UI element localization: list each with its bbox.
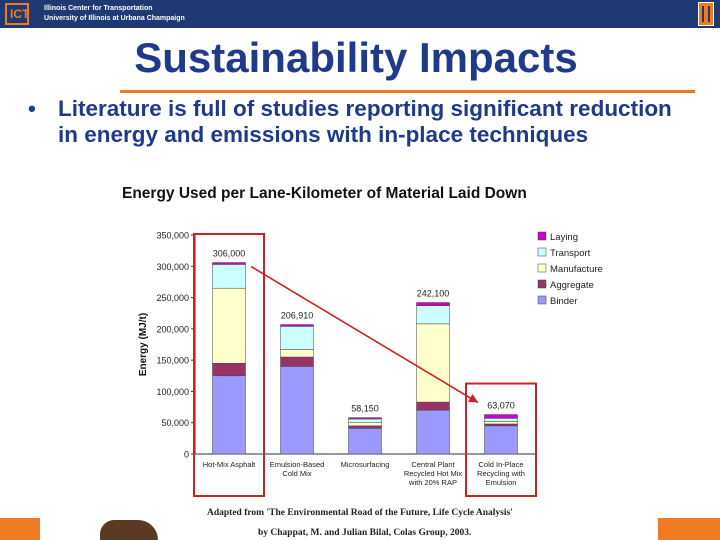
page-title: Sustainability Impacts [134,34,578,81]
bar-segment-transport [280,326,314,350]
org-name: Illinois Center for Transportation [44,5,153,12]
footer-bar-left [0,518,40,540]
ict-logo-text: ICT [10,7,30,21]
legend-swatch [537,247,547,257]
y-tick-label: 200,000 [156,324,189,334]
university-logo-icon [698,2,714,26]
source-line-1: Adapted from 'The Environmental Road of … [207,508,513,518]
ict-logo: ICT [5,3,29,25]
x-tick-label: with 20% RAP [408,478,457,487]
y-tick-label: 100,000 [156,387,189,397]
x-tick-label: Cold Mix [282,469,311,478]
legend-label: Manufacture [550,264,603,275]
legend-swatch [537,295,547,305]
legend-label: Transport [550,248,591,259]
legend-swatch [537,263,547,273]
source-line-2: by Chappat, M. and Julian Bilal, Colas G… [258,528,472,538]
y-tick-label: 250,000 [156,293,189,303]
title-divider [120,90,695,93]
legend-swatch [537,231,547,241]
x-tick-label: Recycling with [477,469,525,478]
bar-segment-laying [484,414,518,419]
bar-segment-manufacture [484,421,518,425]
bar-total-label: 206,910 [281,311,314,321]
highlight-box [465,382,537,497]
bar-segment-transport [484,418,518,422]
bar-total-label: 242,100 [417,289,450,299]
chart-title: Energy Used per Lane-Kilometer of Materi… [122,185,527,202]
footer-decoration [100,520,158,540]
bar-segment-binder [484,425,518,455]
bar-segment-manufacture [212,287,246,364]
bullet-marker: • [28,96,36,121]
y-tick-label: 350,000 [156,231,189,241]
x-tick-label: Central Plant [411,460,455,469]
x-tick-label: Cold In-Place [478,460,523,469]
y-tick-label: 0 [184,450,189,460]
bar-segment-transport [212,264,246,289]
bar-total-label: 63,070 [487,401,515,411]
bar-segment-aggregate [484,423,518,427]
bar-segment-binder [348,428,382,455]
bar-segment-transport [348,418,382,423]
bar-segment-aggregate [416,401,450,411]
bar-segment-binder [280,366,314,455]
y-tick-label: 150,000 [156,356,189,366]
bar-segment-aggregate [280,356,314,367]
x-tick-label: Emulsion [486,478,517,487]
x-tick-label: Hot-Mix Asphalt [203,460,256,469]
bar-segment-laying [416,302,450,306]
legend-label: Binder [550,296,577,307]
trend-arrow-line [250,265,479,404]
header-bar: ICT Illinois Center for Transportation U… [0,0,720,28]
bar-segment-transport [416,305,450,325]
x-tick-label: Recycled Hot Mix [404,469,463,478]
legend-swatch [537,279,547,289]
bar-total-label: 58,150 [351,404,379,414]
energy-chart: Energy Used per Lane-Kilometer of Materi… [122,185,603,497]
bar-segment-laying [348,417,382,420]
bar-segment-manufacture [280,349,314,358]
bar-segment-binder [416,409,450,455]
x-tick-label: Emulsion-Based [270,460,325,469]
bar-segment-laying [212,262,246,265]
bar-segment-manufacture [416,323,450,403]
footer-bar-right [658,518,720,540]
bar-segment-laying [280,324,314,327]
legend-label: Laying [550,232,578,243]
chart-plot-area: 0 50,000 100,000 150,000 200,000 250,000 300,0… [138,231,603,497]
y-tick-label: 300,000 [156,262,189,272]
bullet-text: Literature is full of studies reporting … [58,96,672,147]
y-axis-title: Energy (MJ/t) [138,313,149,376]
bar-segment-manufacture [348,422,382,427]
bar-total-label: 306,000 [213,249,246,259]
highlight-box [193,233,265,497]
bar-segment-aggregate [348,425,382,429]
y-tick-label: 50,000 [161,418,189,428]
org-university: University of Illinois at Urbana Champai… [44,15,185,22]
trend-arrow-head [467,394,478,403]
legend-label: Aggregate [550,280,594,291]
bar-segment-aggregate [212,363,246,377]
bar-segment-binder [212,375,246,455]
x-tick-label: Microsurfacing [341,460,390,469]
